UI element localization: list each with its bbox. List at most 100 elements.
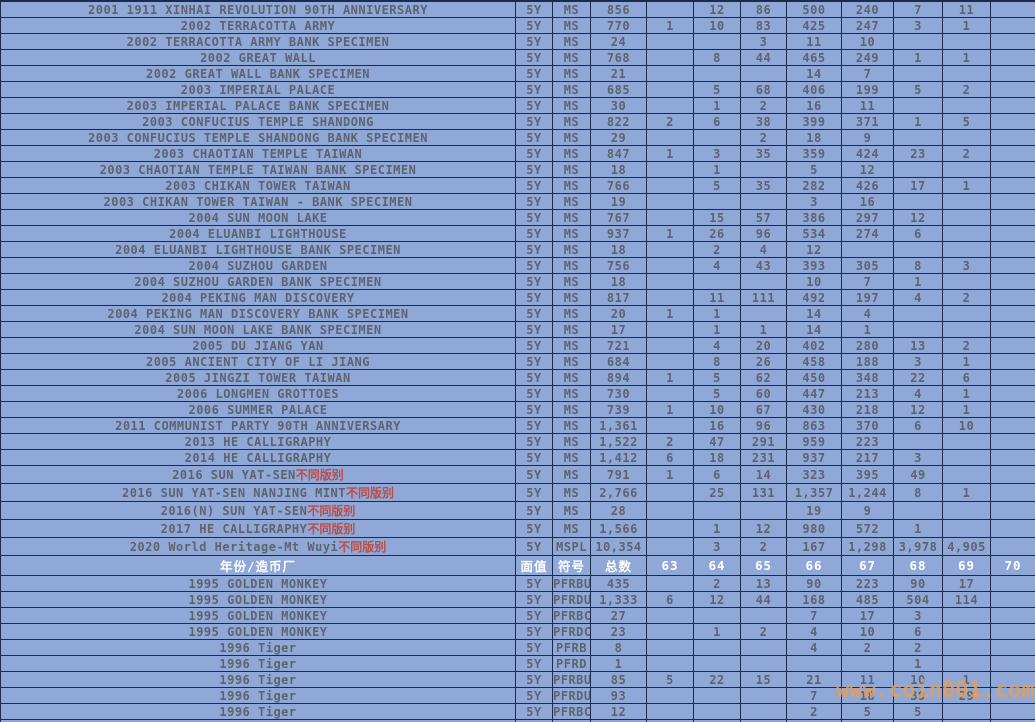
grade-65-cell: 291 bbox=[740, 433, 787, 450]
total-cell: 8 bbox=[590, 639, 647, 656]
grade-70-cell bbox=[990, 33, 1035, 50]
table-row: 2004 SUN MOON LAKE 5Y MS 767 15 57 386 2… bbox=[0, 209, 1035, 226]
grade-69-cell: 1 bbox=[942, 49, 991, 66]
grade-67-cell: 240 bbox=[841, 0, 894, 18]
coin-name-cell: 2002 TERRACOTTA ARMY BANK SPECIMEN bbox=[0, 33, 516, 50]
grade-67-cell: 426 bbox=[841, 177, 894, 194]
symbol-cell: MS bbox=[552, 81, 591, 98]
grade-66-cell: 430 bbox=[786, 401, 842, 418]
grade-63-cell bbox=[646, 353, 694, 370]
grade-68-cell: 5 bbox=[893, 81, 943, 98]
coin-name-cell: 1996 Tiger bbox=[0, 687, 516, 704]
table-row: 2003 CONFUCIUS TEMPLE SHANDONG 5Y MS 822… bbox=[0, 113, 1035, 130]
symbol-cell: MS bbox=[552, 17, 591, 34]
grade-70-cell bbox=[990, 241, 1035, 258]
coin-name-cell: 2004 PEKING MAN DISCOVERY BANK SPECIMEN bbox=[0, 305, 516, 322]
coin-name-cell: 2003 CHAOTIAN TEMPLE TAIWAN bbox=[0, 145, 516, 162]
total-cell: 27 bbox=[590, 607, 647, 624]
grade-66-cell: 14 bbox=[786, 305, 842, 322]
coin-name-cell: 2004 ELUANBI LIGHTHOUSE BANK SPECIMEN bbox=[0, 241, 516, 258]
grade-67-cell: 348 bbox=[841, 369, 894, 386]
grade-70-cell bbox=[990, 417, 1035, 434]
grade-70-cell bbox=[990, 449, 1035, 466]
grade-68-cell: 1 bbox=[893, 273, 943, 290]
grade-69-cell: 2 bbox=[942, 145, 991, 162]
grade-67-cell: 18 bbox=[841, 687, 894, 704]
coin-name-cell: 2016(N) SUN YAT-SEN不同版别 bbox=[0, 501, 516, 520]
grade-66-cell: 168 bbox=[786, 591, 842, 608]
grade-67-cell: 10 bbox=[841, 33, 894, 50]
symbol-cell: PFRDU bbox=[552, 591, 591, 608]
face-value-cell: 5Y bbox=[515, 703, 553, 720]
grade-68-cell bbox=[893, 433, 943, 450]
symbol-cell: MS bbox=[552, 0, 591, 18]
coin-name-cell: 2003 IMPERIAL PALACE bbox=[0, 81, 516, 98]
grade-64-cell: 1 bbox=[693, 161, 741, 178]
grade-69-cell bbox=[942, 161, 991, 178]
coin-name: 2005 JINGZI TOWER TAIWAN bbox=[165, 370, 351, 385]
coin-name: 2002 GREAT WALL bbox=[200, 50, 316, 65]
table-row: 1996 Tiger 5Y PFRBC 12 2 5 5 bbox=[0, 703, 1035, 720]
grade-66-cell: 19 bbox=[786, 501, 842, 520]
face-value-cell: 5Y bbox=[515, 289, 553, 306]
grade-66-cell: 7 bbox=[786, 687, 842, 704]
grade-63-cell bbox=[646, 241, 694, 258]
table-row: 1995 GOLDEN MONKEY 5Y PFRDU 1,333 6 12 4… bbox=[0, 591, 1035, 608]
symbol-cell: MS bbox=[552, 449, 591, 466]
grade-69-cell: 1 bbox=[942, 385, 991, 402]
grade-64-cell: 8 bbox=[693, 353, 741, 370]
grade-70-cell bbox=[990, 129, 1035, 146]
grade-68-cell: 1 bbox=[893, 519, 943, 538]
grade-65-cell: 3 bbox=[740, 33, 787, 50]
grade-66-cell: 4 bbox=[786, 639, 842, 656]
total-cell: 856 bbox=[590, 0, 647, 18]
grade-68-cell: 12 bbox=[893, 209, 943, 226]
grade-63-cell: 1 bbox=[646, 17, 694, 34]
coin-name-cell: 2005 DU JIANG YAN bbox=[0, 337, 516, 354]
grade-63-cell: 6 bbox=[646, 449, 694, 466]
grade-68-cell: 4 bbox=[893, 385, 943, 402]
grade-63-cell bbox=[646, 129, 694, 146]
symbol-cell: MS bbox=[552, 65, 591, 82]
coin-name-cell: 2006 LONGMEN GROTTOES bbox=[0, 385, 516, 402]
grade-65-cell: 131 bbox=[740, 483, 787, 502]
grade-66-cell: 11 bbox=[786, 33, 842, 50]
table-row: 2005 JINGZI TOWER TAIWAN 5Y MS 894 1 5 6… bbox=[0, 369, 1035, 386]
grade-64-cell: 12 bbox=[693, 591, 741, 608]
grade-69-cell bbox=[942, 273, 991, 290]
header-face-value: 面值 bbox=[515, 555, 553, 576]
table-row: 1996 Tiger 5Y PFRDU 93 7 18 39 29 bbox=[0, 687, 1035, 704]
coin-name-cell: 2005 ANCIENT CITY OF LI JIANG bbox=[0, 353, 516, 370]
table-row: 2013 HE CALLIGRAPHY 5Y MS 1,522 2 47 291… bbox=[0, 433, 1035, 450]
face-value-cell: 5Y bbox=[515, 273, 553, 290]
grade-67-cell: 1,244 bbox=[841, 483, 894, 502]
face-value-cell: 5Y bbox=[515, 241, 553, 258]
grade-63-cell bbox=[646, 537, 694, 556]
grade-67-cell bbox=[841, 655, 894, 672]
total-cell: 684 bbox=[590, 353, 647, 370]
coin-name-cell: 1996 Tiger bbox=[0, 703, 516, 720]
grade-70-cell bbox=[990, 81, 1035, 98]
grade-70-cell bbox=[990, 519, 1035, 538]
grade-63-cell: 6 bbox=[646, 591, 694, 608]
total-cell: 21 bbox=[590, 65, 647, 82]
grade-70-cell bbox=[990, 483, 1035, 502]
total-cell: 770 bbox=[590, 17, 647, 34]
coin-name-cell: 2004 SUZHOU GARDEN BANK SPECIMEN bbox=[0, 273, 516, 290]
total-cell: 1,412 bbox=[590, 449, 647, 466]
grade-68-cell: 6 bbox=[893, 623, 943, 640]
table-row: 2004 SUZHOU GARDEN 5Y MS 756 4 43 393 30… bbox=[0, 257, 1035, 274]
grade-69-cell bbox=[942, 519, 991, 538]
grade-68-cell: 504 bbox=[893, 591, 943, 608]
table-row: 2005 ANCIENT CITY OF LI JIANG 5Y MS 684 … bbox=[0, 353, 1035, 370]
coin-name-cell: 1995 GOLDEN MONKEY bbox=[0, 623, 516, 640]
grade-63-cell bbox=[646, 193, 694, 210]
symbol-cell: MS bbox=[552, 321, 591, 338]
face-value-cell: 5Y bbox=[515, 353, 553, 370]
grade-63-cell bbox=[646, 655, 694, 672]
grade-66-cell: 14 bbox=[786, 65, 842, 82]
total-cell: 730 bbox=[590, 385, 647, 402]
grade-68-cell: 39 bbox=[893, 687, 943, 704]
coin-name-cell: 2016 SUN YAT-SEN不同版别 bbox=[0, 465, 516, 484]
grade-64-cell bbox=[693, 639, 741, 656]
